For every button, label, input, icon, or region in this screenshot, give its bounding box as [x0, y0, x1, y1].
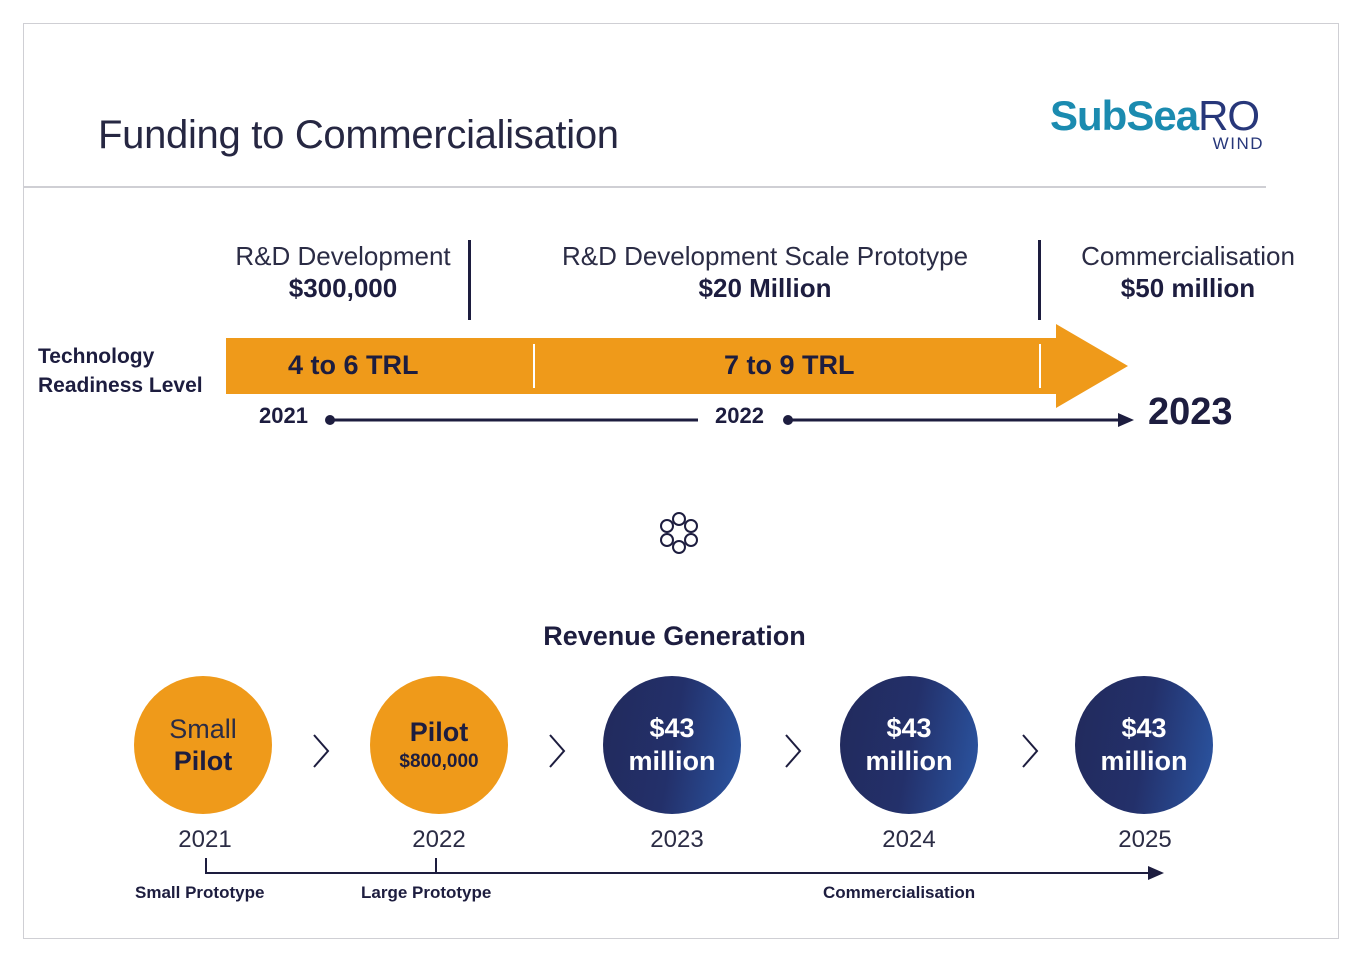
phase-divider [1038, 240, 1041, 320]
phase-name: Commercialisation [1081, 241, 1295, 271]
stage-label: Commercialisation [823, 883, 976, 902]
step-year: 2021 [178, 826, 232, 853]
timeline-year: 2022 [715, 403, 764, 428]
stage-arrowhead [1148, 866, 1164, 880]
trl-label-line1: Technology [38, 345, 155, 368]
revenue-generation-title: Revenue Generation [543, 621, 806, 651]
trl-arrow [226, 324, 1128, 408]
chevron-right-icon [313, 734, 330, 768]
step-line1: $43 [1121, 713, 1167, 743]
flower-icon [660, 512, 698, 554]
timeline-year: 2021 [259, 403, 308, 428]
step-line1: Pilot [409, 716, 469, 747]
chevron-right-icon [785, 734, 802, 768]
trl-label: Technology Readiness Level [38, 342, 203, 400]
logo-wind-text: WIND [1212, 134, 1264, 153]
step-year: 2025 [1118, 826, 1172, 853]
logo-subsea-text: SubSea [1050, 92, 1199, 139]
step-line1: $43 [649, 713, 695, 743]
trl-segment-label: 4 to 6 TRL [288, 350, 419, 380]
timeline-end-year: 2023 [1148, 391, 1233, 433]
step-line1: $43 [886, 713, 932, 743]
step-year: 2023 [650, 826, 704, 853]
stage-label: Large Prototype [361, 883, 492, 902]
chevron-right-icon [549, 734, 566, 768]
trl-label-line2: Readiness Level [38, 374, 203, 397]
trl-arrow-shape [226, 324, 1128, 408]
trl-segment-label: 7 to 9 TRL [724, 350, 855, 380]
step-line2: Pilot [173, 745, 233, 776]
revenue-step-pilot: Pilot $800,000 [370, 676, 508, 814]
page-title: Funding to Commercialisation [98, 113, 619, 157]
revenue-step-small-pilot: Small Pilot [134, 676, 272, 814]
phase-scale-prototype: R&D Development Scale Prototype $20 Mill… [540, 240, 990, 304]
phase-amount: $300,000 [288, 273, 398, 303]
stage-label: Small Prototype [135, 883, 265, 902]
step-line2: $800,000 [399, 750, 479, 772]
step-line2: million [628, 746, 716, 776]
phase-commercialisation: Commercialisation $50 million [1068, 240, 1308, 304]
title-divider [24, 186, 1266, 188]
phase-rd-development: R&D Development $300,000 [228, 240, 458, 304]
phase-amount: $20 Million [698, 273, 832, 303]
revenue-step-2025: $43 million [1075, 676, 1213, 814]
step-line2: million [865, 746, 953, 776]
revenue-step-2023: $43 million [603, 676, 741, 814]
chevron-right-icon [1022, 734, 1039, 768]
phase-divider [468, 240, 471, 320]
phase-name: R&D Development [235, 241, 451, 271]
revenue-step-2024: $43 million [840, 676, 978, 814]
step-line2: million [1100, 746, 1188, 776]
subsearo-logo: SubSeaRO WIND [1050, 92, 1266, 156]
step-line1: Small [169, 713, 237, 744]
step-year: 2024 [882, 826, 936, 853]
phase-amount: $50 million [1120, 273, 1256, 303]
step-year: 2022 [412, 826, 466, 853]
phase-name: R&D Development Scale Prototype [561, 241, 969, 271]
timeline-top-line [325, 413, 1134, 427]
slide-frame [23, 23, 1339, 939]
stage-timeline [205, 858, 1164, 880]
logo-ro-text: RO [1198, 92, 1260, 139]
timeline-arrowhead [1118, 413, 1134, 427]
